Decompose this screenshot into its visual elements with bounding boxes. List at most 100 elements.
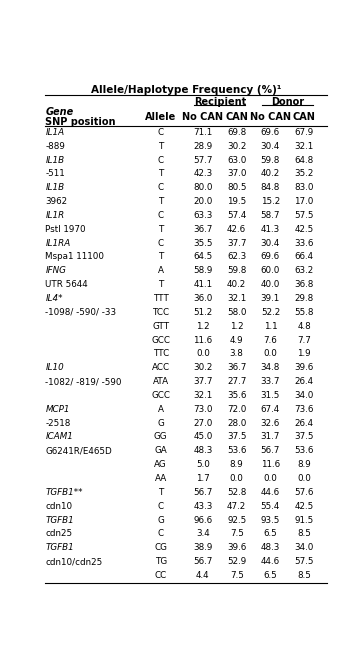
Text: 56.7: 56.7 xyxy=(193,557,213,566)
Text: 41.1: 41.1 xyxy=(193,280,212,289)
Text: Recipient: Recipient xyxy=(194,97,246,107)
Text: GG: GG xyxy=(154,432,167,442)
Text: 63.3: 63.3 xyxy=(193,211,213,220)
Text: 58.0: 58.0 xyxy=(227,308,246,317)
Text: 80.5: 80.5 xyxy=(227,183,246,193)
Text: 48.3: 48.3 xyxy=(193,446,213,455)
Text: 40.2: 40.2 xyxy=(261,170,280,179)
Text: CAN: CAN xyxy=(293,112,316,122)
Text: T: T xyxy=(158,170,163,179)
Text: Mspa1 11100: Mspa1 11100 xyxy=(45,252,105,261)
Text: 53.6: 53.6 xyxy=(294,446,314,455)
Text: 67.9: 67.9 xyxy=(294,128,314,137)
Text: 67.4: 67.4 xyxy=(261,405,280,414)
Text: 44.6: 44.6 xyxy=(261,557,280,566)
Text: 63.0: 63.0 xyxy=(227,156,246,165)
Text: IL10: IL10 xyxy=(45,363,64,373)
Text: 51.2: 51.2 xyxy=(193,308,213,317)
Text: 84.8: 84.8 xyxy=(261,183,280,193)
Text: T: T xyxy=(158,142,163,150)
Text: 73.0: 73.0 xyxy=(193,405,213,414)
Text: 40.0: 40.0 xyxy=(261,280,280,289)
Text: 39.6: 39.6 xyxy=(294,363,314,373)
Text: 38.9: 38.9 xyxy=(193,543,213,552)
Text: 71.1: 71.1 xyxy=(193,128,213,137)
Text: C: C xyxy=(158,502,164,510)
Text: C: C xyxy=(158,128,164,137)
Text: 4.9: 4.9 xyxy=(230,336,244,344)
Text: TGFB1**: TGFB1** xyxy=(45,488,83,497)
Text: IL1B: IL1B xyxy=(45,156,65,165)
Text: 0.0: 0.0 xyxy=(230,474,244,483)
Text: 63.2: 63.2 xyxy=(294,266,314,275)
Text: C: C xyxy=(158,238,164,248)
Text: A: A xyxy=(158,266,164,275)
Text: 57.5: 57.5 xyxy=(294,211,314,220)
Text: 11.6: 11.6 xyxy=(193,336,212,344)
Text: 57.4: 57.4 xyxy=(227,211,246,220)
Text: AA: AA xyxy=(155,474,167,483)
Text: 3962: 3962 xyxy=(45,197,68,206)
Text: 57.7: 57.7 xyxy=(193,156,213,165)
Text: cdn25: cdn25 xyxy=(45,530,73,538)
Text: 60.0: 60.0 xyxy=(261,266,280,275)
Text: MCP1: MCP1 xyxy=(45,405,70,414)
Text: 5.0: 5.0 xyxy=(196,460,210,469)
Text: 53.6: 53.6 xyxy=(227,446,246,455)
Text: 34.8: 34.8 xyxy=(261,363,280,373)
Text: 56.7: 56.7 xyxy=(261,446,280,455)
Text: ATA: ATA xyxy=(153,377,169,386)
Text: 64.5: 64.5 xyxy=(193,252,213,261)
Text: 35.2: 35.2 xyxy=(294,170,314,179)
Text: 92.5: 92.5 xyxy=(227,516,246,524)
Text: 1.9: 1.9 xyxy=(297,350,311,359)
Text: A: A xyxy=(158,405,164,414)
Text: 17.0: 17.0 xyxy=(294,197,314,206)
Text: 15.2: 15.2 xyxy=(261,197,280,206)
Text: 35.5: 35.5 xyxy=(193,238,213,248)
Text: 56.7: 56.7 xyxy=(193,488,213,497)
Text: G6241R/E465D: G6241R/E465D xyxy=(45,446,112,455)
Text: G: G xyxy=(157,516,164,524)
Text: 4.4: 4.4 xyxy=(196,571,210,580)
Text: IL1R: IL1R xyxy=(45,211,65,220)
Text: cdn10/cdn25: cdn10/cdn25 xyxy=(45,557,103,566)
Text: 43.3: 43.3 xyxy=(193,502,213,510)
Text: 3.4: 3.4 xyxy=(196,530,210,538)
Text: -1098/ -590/ -33: -1098/ -590/ -33 xyxy=(45,308,117,317)
Text: C: C xyxy=(158,183,164,193)
Text: 30.4: 30.4 xyxy=(261,238,280,248)
Text: 32.6: 32.6 xyxy=(261,419,280,428)
Text: 69.6: 69.6 xyxy=(261,252,280,261)
Text: 42.5: 42.5 xyxy=(294,502,314,510)
Text: C: C xyxy=(158,156,164,165)
Text: 1.1: 1.1 xyxy=(264,322,277,330)
Text: 19.5: 19.5 xyxy=(227,197,246,206)
Text: 0.0: 0.0 xyxy=(297,474,311,483)
Text: 36.7: 36.7 xyxy=(227,363,246,373)
Text: IFNG: IFNG xyxy=(45,266,66,275)
Text: ACC: ACC xyxy=(152,363,170,373)
Text: 32.1: 32.1 xyxy=(193,391,213,400)
Text: 26.4: 26.4 xyxy=(295,419,314,428)
Text: 66.4: 66.4 xyxy=(295,252,314,261)
Text: 91.5: 91.5 xyxy=(294,516,314,524)
Text: SNP position: SNP position xyxy=(45,118,116,127)
Text: -2518: -2518 xyxy=(45,419,71,428)
Text: 30.2: 30.2 xyxy=(193,363,213,373)
Text: CC: CC xyxy=(155,571,167,580)
Text: 45.0: 45.0 xyxy=(193,432,213,442)
Text: 34.0: 34.0 xyxy=(294,543,314,552)
Text: 52.9: 52.9 xyxy=(227,557,246,566)
Text: ICAM1: ICAM1 xyxy=(45,432,73,442)
Text: cdn10: cdn10 xyxy=(45,502,73,510)
Text: 32.1: 32.1 xyxy=(294,142,314,150)
Text: Allele: Allele xyxy=(145,112,176,122)
Text: 27.7: 27.7 xyxy=(227,377,246,386)
Text: GCC: GCC xyxy=(151,391,170,400)
Text: 6.5: 6.5 xyxy=(264,571,277,580)
Text: 93.5: 93.5 xyxy=(261,516,280,524)
Text: 64.8: 64.8 xyxy=(294,156,314,165)
Text: T: T xyxy=(158,488,163,497)
Text: 32.1: 32.1 xyxy=(227,294,246,303)
